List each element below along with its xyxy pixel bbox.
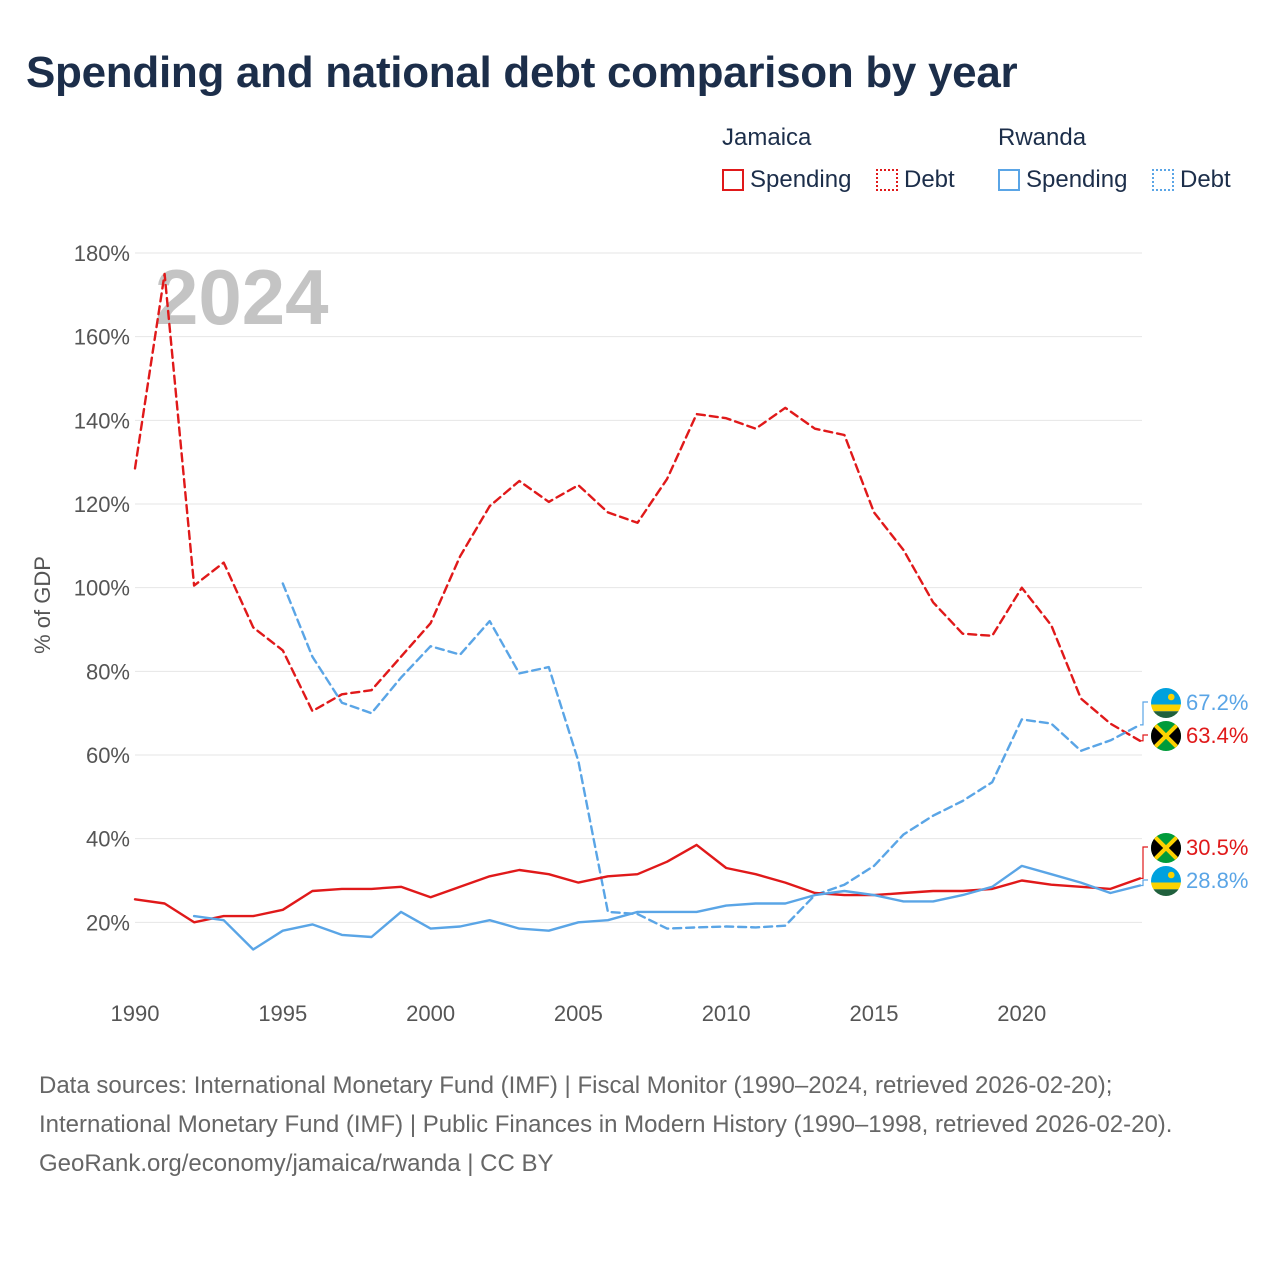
- x-tick-label: 2005: [554, 1001, 603, 1026]
- x-tick-label: 2000: [406, 1001, 455, 1026]
- series-line-rwanda-debt[interactable]: [281, 582, 1142, 930]
- y-axis-label: % of GDP: [30, 556, 55, 654]
- end-value-label: 28.8%: [1186, 868, 1248, 893]
- end-label-rwanda-debt: 67.2%: [1140, 688, 1248, 726]
- dotted-line-swatch-icon: [876, 169, 898, 191]
- leader-line: [1140, 701, 1148, 726]
- legend-group-title: Rwanda: [998, 124, 1087, 151]
- end-value-label: 63.4%: [1186, 723, 1248, 748]
- y-tick-label: 40%: [86, 827, 130, 852]
- data-sources: Data sources: International Monetary Fun…: [39, 1072, 1173, 1138]
- end-value-label: 30.5%: [1186, 835, 1248, 860]
- line-chart: 2024 20% 40% 60% 80% 100% 120% 140% 160% 180% 19…: [30, 241, 1248, 1026]
- legend-item-label: Debt: [1180, 166, 1231, 193]
- y-tick-label: 120%: [74, 492, 130, 517]
- end-labels: 63.4% 67.2% 30.5% 28.8%: [1140, 688, 1248, 896]
- dotted-line-swatch-icon: [1152, 169, 1174, 191]
- page-title: Spending and national debt comparison by…: [26, 48, 1018, 97]
- grid: [135, 252, 1142, 923]
- y-axis: 20% 40% 60% 80% 100% 120% 140% 160% 180%: [74, 241, 130, 935]
- legend-item-jamaica-spending[interactable]: Spending: [722, 166, 851, 194]
- solid-line-swatch-icon: [722, 169, 744, 191]
- y-tick-label: 140%: [74, 408, 130, 433]
- x-tick-label: 1995: [258, 1001, 307, 1026]
- year-watermark: 2024: [155, 253, 329, 341]
- x-tick-label: 2010: [702, 1001, 751, 1026]
- y-tick-label: 180%: [74, 241, 130, 266]
- series-line-jamaica-spending[interactable]: [133, 843, 1142, 924]
- end-label-rwanda-spending: 28.8%: [1140, 866, 1248, 896]
- x-axis: 1990 1995 2000 2005 2010 2015 2020: [111, 1001, 1047, 1026]
- end-value-label: 67.2%: [1186, 690, 1248, 715]
- end-label-jamaica-debt: 63.4%: [1140, 721, 1248, 751]
- y-tick-label: 60%: [86, 743, 130, 768]
- end-label-jamaica-spending: 30.5%: [1140, 833, 1248, 880]
- legend-item-label: Spending: [750, 166, 852, 193]
- rwanda-flag-icon: [1151, 866, 1181, 896]
- x-tick-label: 2015: [849, 1001, 898, 1026]
- series: [133, 272, 1142, 951]
- footer: Data sources: International Monetary Fun…: [39, 1066, 1239, 1183]
- jamaica-flag-icon: [1151, 833, 1181, 863]
- leader-line: [1140, 846, 1148, 880]
- rwanda-flag-icon: [1151, 688, 1181, 718]
- legend-item-label: Spending: [1026, 166, 1128, 193]
- x-tick-label: 2020: [997, 1001, 1046, 1026]
- leader-line: [1140, 734, 1148, 742]
- x-tick-label: 1990: [111, 1001, 160, 1026]
- series-line-rwanda-spending[interactable]: [192, 864, 1142, 951]
- attribution-link[interactable]: GeoRank.org/economy/jamaica/rwanda | CC …: [39, 1150, 554, 1177]
- legend-item-rwanda-spending[interactable]: Spending: [998, 166, 1127, 194]
- legend-group-title: Jamaica: [722, 124, 812, 151]
- y-tick-label: 100%: [74, 576, 130, 601]
- y-tick-label: 20%: [86, 910, 130, 935]
- legend-item-jamaica-debt[interactable]: Debt: [876, 166, 955, 194]
- legend-item-label: Debt: [904, 166, 955, 193]
- legend-item-rwanda-debt[interactable]: Debt: [1152, 166, 1231, 194]
- series-line-jamaica-debt[interactable]: [133, 272, 1142, 742]
- y-tick-label: 160%: [74, 325, 130, 350]
- solid-line-swatch-icon: [998, 169, 1020, 191]
- jamaica-flag-icon: [1151, 721, 1181, 751]
- leader-line: [1140, 879, 1148, 887]
- y-tick-label: 80%: [86, 659, 130, 684]
